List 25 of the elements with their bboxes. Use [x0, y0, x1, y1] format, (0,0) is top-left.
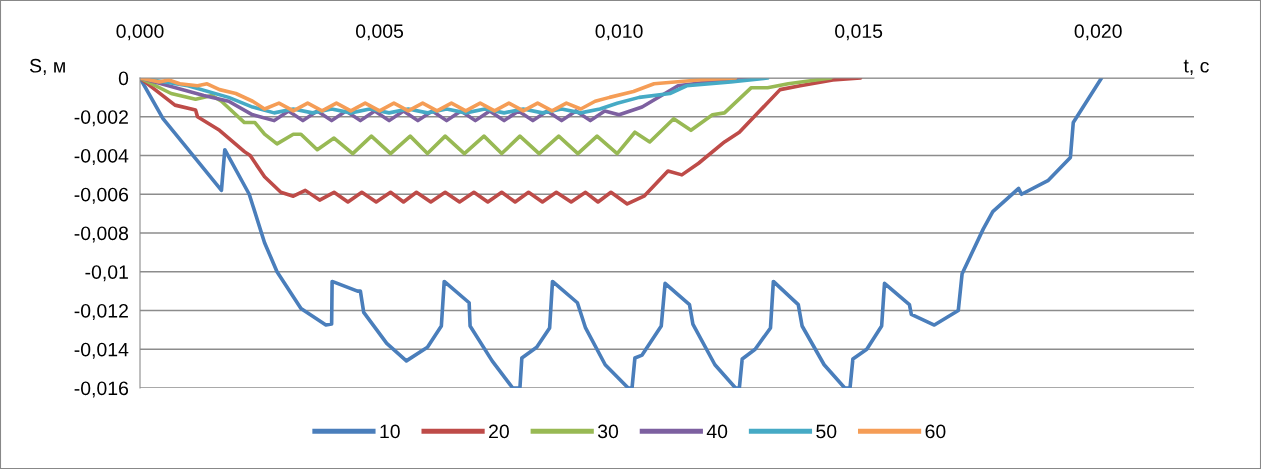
- x-tick-label: 0,010: [595, 24, 643, 41]
- x-axis-title: t, c: [1183, 59, 1209, 75]
- line-series: [140, 78, 833, 156]
- y-tick-label: -0,01: [85, 265, 128, 282]
- legend-label: 50: [816, 424, 837, 439]
- x-tick-label: 0,000: [116, 24, 164, 41]
- y-tick-label: -0,008: [74, 226, 129, 243]
- legend-label: 10: [380, 424, 400, 439]
- legend-label: 30: [597, 424, 619, 439]
- legend-label: 40: [706, 424, 728, 439]
- y-tick-label: -0,016: [74, 381, 129, 398]
- line-series: [140, 78, 1104, 388]
- y-tick-label: -0,006: [74, 187, 129, 204]
- y-axis-title: S, м: [29, 58, 65, 75]
- x-tick-label: 0,015: [835, 24, 883, 41]
- x-tick-label: 0,020: [1074, 24, 1122, 41]
- y-tick-label: -0,012: [74, 303, 128, 321]
- y-tick-label: -0,004: [74, 148, 129, 166]
- legend-label: 20: [489, 424, 509, 439]
- y-tick-label: -0,002: [74, 110, 128, 127]
- y-tick-label: -0,014: [74, 342, 129, 359]
- line-series: [140, 78, 863, 206]
- y-tick-label: 0: [118, 71, 129, 86]
- legend-label: 60: [925, 424, 946, 439]
- x-tick-label: 0,005: [355, 24, 404, 41]
